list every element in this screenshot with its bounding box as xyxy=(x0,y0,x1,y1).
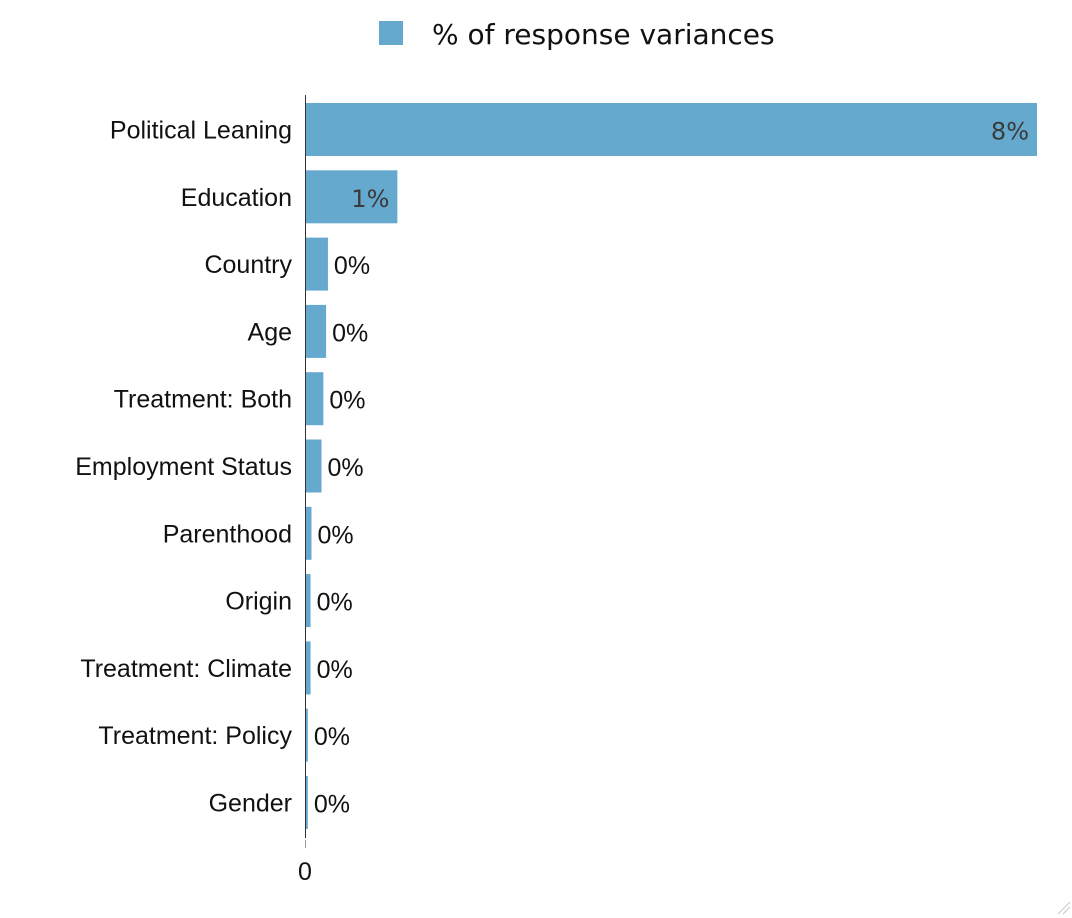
category-label: Political Leaning xyxy=(110,117,292,145)
data-label: 0% xyxy=(314,723,350,751)
resize-grip-icon[interactable] xyxy=(1057,901,1071,915)
legend-label: % of response variances xyxy=(432,18,775,51)
legend: % of response variances xyxy=(379,18,775,51)
category-label: Origin xyxy=(225,588,292,616)
bar xyxy=(306,574,311,628)
data-label: 1% xyxy=(351,185,389,213)
data-label: 0% xyxy=(317,521,353,549)
category-label: Employment Status xyxy=(75,453,292,481)
category-label: Country xyxy=(204,251,292,279)
bar xyxy=(306,103,1037,156)
data-label: 0% xyxy=(329,387,365,415)
category-label: Parenthood xyxy=(163,520,292,548)
category-label: Education xyxy=(181,184,292,212)
category-labels: Political Leaning Education Country Age Trea… xyxy=(75,117,292,818)
bar xyxy=(306,439,322,493)
data-label: 8% xyxy=(991,118,1029,146)
bar xyxy=(306,237,328,291)
bar xyxy=(306,708,308,762)
data-label: 0% xyxy=(314,791,350,819)
legend-swatch xyxy=(379,21,403,45)
data-label: 0% xyxy=(332,319,368,347)
category-label: Gender xyxy=(209,790,292,818)
data-label: 0% xyxy=(317,656,353,684)
bar xyxy=(306,170,398,224)
data-label: 0% xyxy=(317,589,353,617)
category-label: Treatment: Both xyxy=(114,386,292,414)
data-label: 0% xyxy=(328,454,364,482)
value-labels: 8% 1% 0% 0% 0% 0% 0% 0% 0% 0% 0% xyxy=(314,118,1029,819)
category-label: Treatment: Policy xyxy=(98,722,292,750)
bar xyxy=(306,372,324,426)
bar xyxy=(306,641,311,695)
bar xyxy=(306,304,327,358)
data-label: 0% xyxy=(334,252,370,280)
bar xyxy=(306,506,312,560)
bar xyxy=(306,776,308,829)
category-label: Treatment: Climate xyxy=(80,655,292,683)
x-tick-label: 0 xyxy=(298,858,312,886)
category-label: Age xyxy=(248,318,292,346)
bars xyxy=(306,103,1037,829)
